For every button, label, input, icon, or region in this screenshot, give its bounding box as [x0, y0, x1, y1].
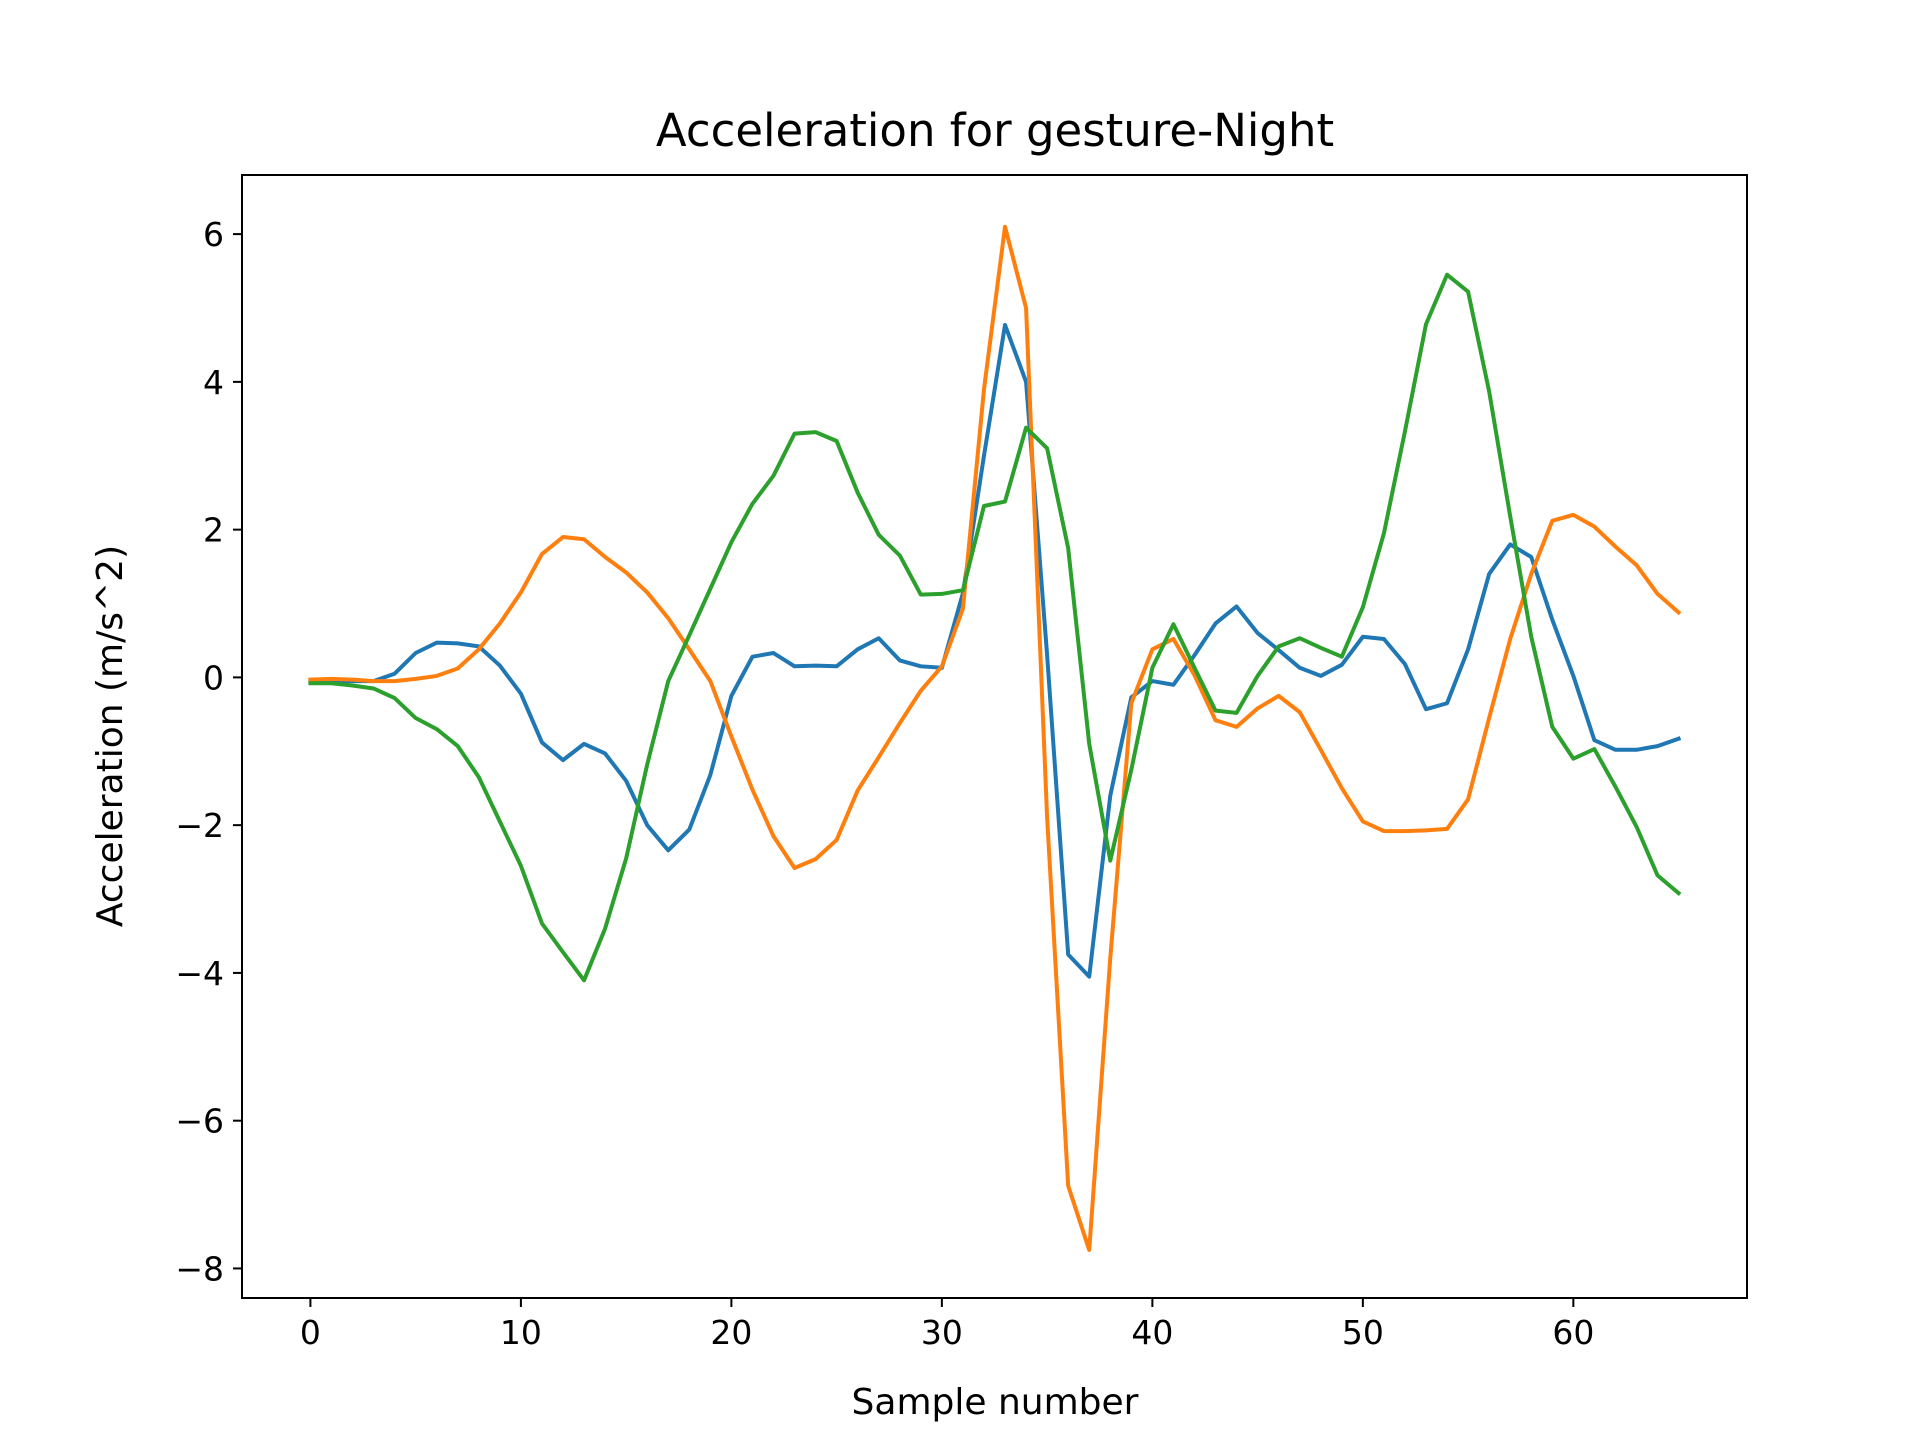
- x-tick-label: 60: [1552, 1313, 1594, 1352]
- x-tick-label: 20: [710, 1313, 752, 1352]
- x-axis-label: Sample number: [852, 1382, 1139, 1423]
- y-tick-label: 6: [203, 215, 224, 254]
- x-tick-label: 40: [1131, 1313, 1173, 1352]
- x-tick-label: 50: [1342, 1313, 1384, 1352]
- x-axis-ticks: 0 10 20 30 40 50 60: [300, 1298, 1594, 1352]
- series-layer: [308, 224, 1682, 1252]
- series-line-3: [308, 272, 1682, 983]
- y-tick-label: −6: [175, 1102, 224, 1141]
- y-tick-label: 0: [203, 658, 224, 697]
- x-tick-label: 0: [300, 1313, 321, 1352]
- x-tick-label: 10: [500, 1313, 542, 1352]
- y-axis-label: Acceleration (m/s^2): [90, 545, 131, 927]
- x-tick-label: 30: [921, 1313, 963, 1352]
- chart-title: Acceleration for gesture-Night: [656, 104, 1334, 157]
- series-line-2: [308, 224, 1682, 1252]
- y-tick-label: −4: [175, 954, 224, 993]
- series-line-1: [308, 322, 1682, 979]
- y-tick-label: −8: [175, 1249, 224, 1288]
- y-tick-label: 2: [203, 511, 224, 550]
- y-tick-label: −2: [175, 806, 224, 845]
- plot-area-frame: [241, 174, 1748, 1299]
- y-axis-ticks: 6 4 2 0 −2 −4 −6 −8: [175, 215, 242, 1288]
- y-tick-label: 4: [203, 363, 224, 402]
